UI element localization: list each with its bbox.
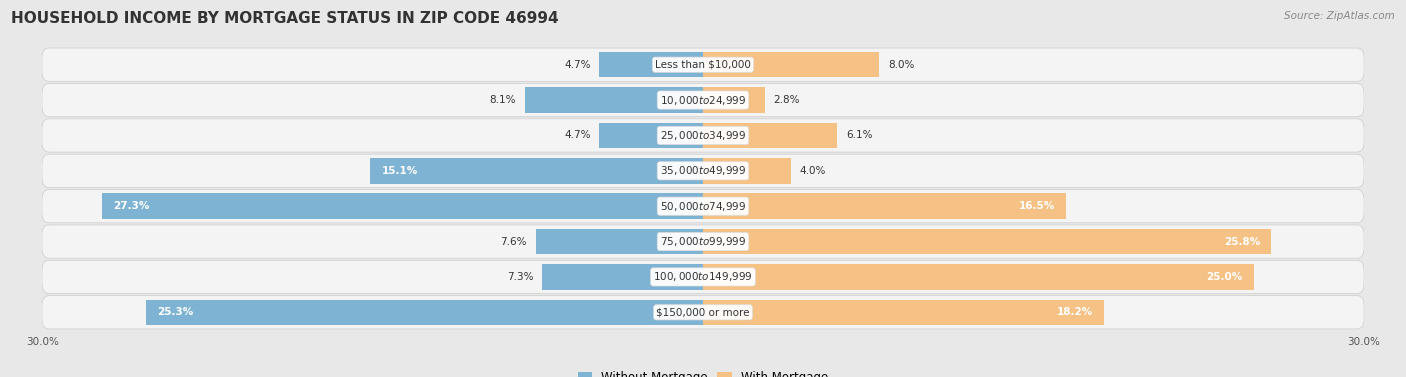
- Bar: [536, 229, 703, 254]
- Text: 4.7%: 4.7%: [564, 130, 591, 141]
- Bar: [703, 193, 1066, 219]
- Bar: [703, 123, 838, 148]
- Bar: [703, 87, 765, 113]
- Text: $35,000 to $49,999: $35,000 to $49,999: [659, 164, 747, 177]
- FancyBboxPatch shape: [42, 260, 1364, 294]
- FancyBboxPatch shape: [42, 154, 1364, 187]
- Bar: [524, 87, 703, 113]
- Text: HOUSEHOLD INCOME BY MORTGAGE STATUS IN ZIP CODE 46994: HOUSEHOLD INCOME BY MORTGAGE STATUS IN Z…: [11, 11, 558, 26]
- Bar: [703, 300, 1104, 325]
- Text: $50,000 to $74,999: $50,000 to $74,999: [659, 200, 747, 213]
- Bar: [599, 52, 703, 77]
- Legend: Without Mortgage, With Mortgage: Without Mortgage, With Mortgage: [574, 366, 832, 377]
- Bar: [146, 300, 703, 325]
- Text: $25,000 to $34,999: $25,000 to $34,999: [659, 129, 747, 142]
- Bar: [543, 264, 703, 290]
- Bar: [101, 193, 703, 219]
- FancyBboxPatch shape: [42, 119, 1364, 152]
- Bar: [703, 264, 1254, 290]
- Text: 25.0%: 25.0%: [1206, 272, 1243, 282]
- Text: 8.1%: 8.1%: [489, 95, 516, 105]
- Text: 7.3%: 7.3%: [508, 272, 533, 282]
- FancyBboxPatch shape: [42, 83, 1364, 117]
- FancyBboxPatch shape: [42, 225, 1364, 258]
- Bar: [703, 52, 879, 77]
- Text: $75,000 to $99,999: $75,000 to $99,999: [659, 235, 747, 248]
- Text: 18.2%: 18.2%: [1057, 307, 1092, 317]
- Text: 8.0%: 8.0%: [889, 60, 914, 70]
- Bar: [703, 229, 1271, 254]
- Bar: [703, 158, 792, 184]
- Text: 15.1%: 15.1%: [381, 166, 418, 176]
- Text: Less than $10,000: Less than $10,000: [655, 60, 751, 70]
- Text: $10,000 to $24,999: $10,000 to $24,999: [659, 93, 747, 107]
- Text: 16.5%: 16.5%: [1019, 201, 1056, 211]
- Text: 25.3%: 25.3%: [156, 307, 193, 317]
- FancyBboxPatch shape: [42, 296, 1364, 329]
- Text: $150,000 or more: $150,000 or more: [657, 307, 749, 317]
- Bar: [370, 158, 703, 184]
- Text: $100,000 to $149,999: $100,000 to $149,999: [654, 270, 752, 284]
- Text: 27.3%: 27.3%: [112, 201, 149, 211]
- Text: 7.6%: 7.6%: [501, 236, 527, 247]
- FancyBboxPatch shape: [42, 48, 1364, 81]
- Text: 4.0%: 4.0%: [800, 166, 827, 176]
- Text: 6.1%: 6.1%: [846, 130, 873, 141]
- Text: 25.8%: 25.8%: [1225, 236, 1260, 247]
- Text: 2.8%: 2.8%: [773, 95, 800, 105]
- Text: Source: ZipAtlas.com: Source: ZipAtlas.com: [1284, 11, 1395, 21]
- Bar: [599, 123, 703, 148]
- FancyBboxPatch shape: [42, 190, 1364, 223]
- Text: 4.7%: 4.7%: [564, 60, 591, 70]
